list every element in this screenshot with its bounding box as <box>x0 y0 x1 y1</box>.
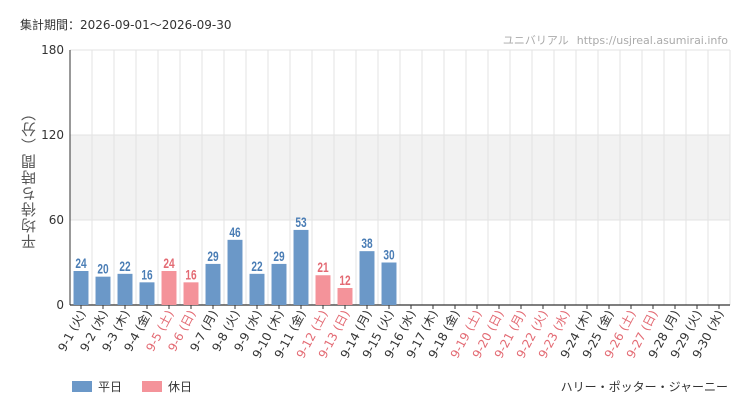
bar <box>381 262 397 305</box>
y-tick-label: 60 <box>49 213 64 227</box>
bar <box>271 263 287 305</box>
bar-value-label: 16 <box>141 267 153 283</box>
bar <box>95 276 111 305</box>
attraction-name: ハリー・ポッター・ジャーニー <box>560 380 728 394</box>
bar <box>161 271 177 305</box>
bar <box>205 263 221 305</box>
bar <box>227 239 243 305</box>
bar <box>117 273 133 305</box>
bar <box>337 288 353 305</box>
watermark-url: https://usjreal.asumirai.info <box>576 34 728 47</box>
bar-value-label: 46 <box>229 224 241 240</box>
bar-value-label: 22 <box>251 258 263 274</box>
bar <box>359 251 375 305</box>
legend-swatch-holiday <box>142 381 163 392</box>
watermark: ユニバリアル https://usjreal.asumirai.info <box>495 32 728 48</box>
legend-label-weekday: 平日 <box>98 380 123 394</box>
y-tick-label: 0 <box>56 298 64 312</box>
y-tick-label: 180 <box>41 43 64 57</box>
bar-value-label: 38 <box>361 236 373 252</box>
bar <box>183 282 199 305</box>
bar-value-label: 12 <box>339 273 351 289</box>
period-text: 集計期間：2026-09-01～2026-09-30 <box>20 16 232 33</box>
bar <box>73 271 89 305</box>
bar <box>315 275 331 305</box>
period-value: 2026-09-01～2026-09-30 <box>80 18 232 32</box>
legend-swatch-weekday <box>72 381 92 392</box>
bar-value-label: 30 <box>383 247 395 263</box>
bar-value-label: 53 <box>295 214 307 230</box>
period-label: 集計期間： <box>20 18 81 32</box>
bar-value-label: 21 <box>317 260 329 276</box>
bar-value-label: 24 <box>163 256 175 272</box>
bar <box>139 282 155 305</box>
bar-value-label: 16 <box>185 267 197 283</box>
legend-item-holiday: 休日 <box>142 378 192 395</box>
bar <box>293 229 309 305</box>
bar-value-label: 20 <box>97 261 109 277</box>
bar-value-label: 24 <box>75 256 87 272</box>
legend: 平日 休日 <box>72 378 212 395</box>
y-tick-label: 120 <box>41 128 64 142</box>
legend-item-weekday: 平日 <box>72 378 122 395</box>
watermark-site: ユニバリアル <box>502 34 569 47</box>
bar-value-label: 29 <box>207 248 219 264</box>
bar <box>249 273 265 305</box>
legend-label-holiday: 休日 <box>168 380 193 394</box>
bar-value-label: 29 <box>273 248 285 264</box>
bar-value-label: 22 <box>119 258 131 274</box>
